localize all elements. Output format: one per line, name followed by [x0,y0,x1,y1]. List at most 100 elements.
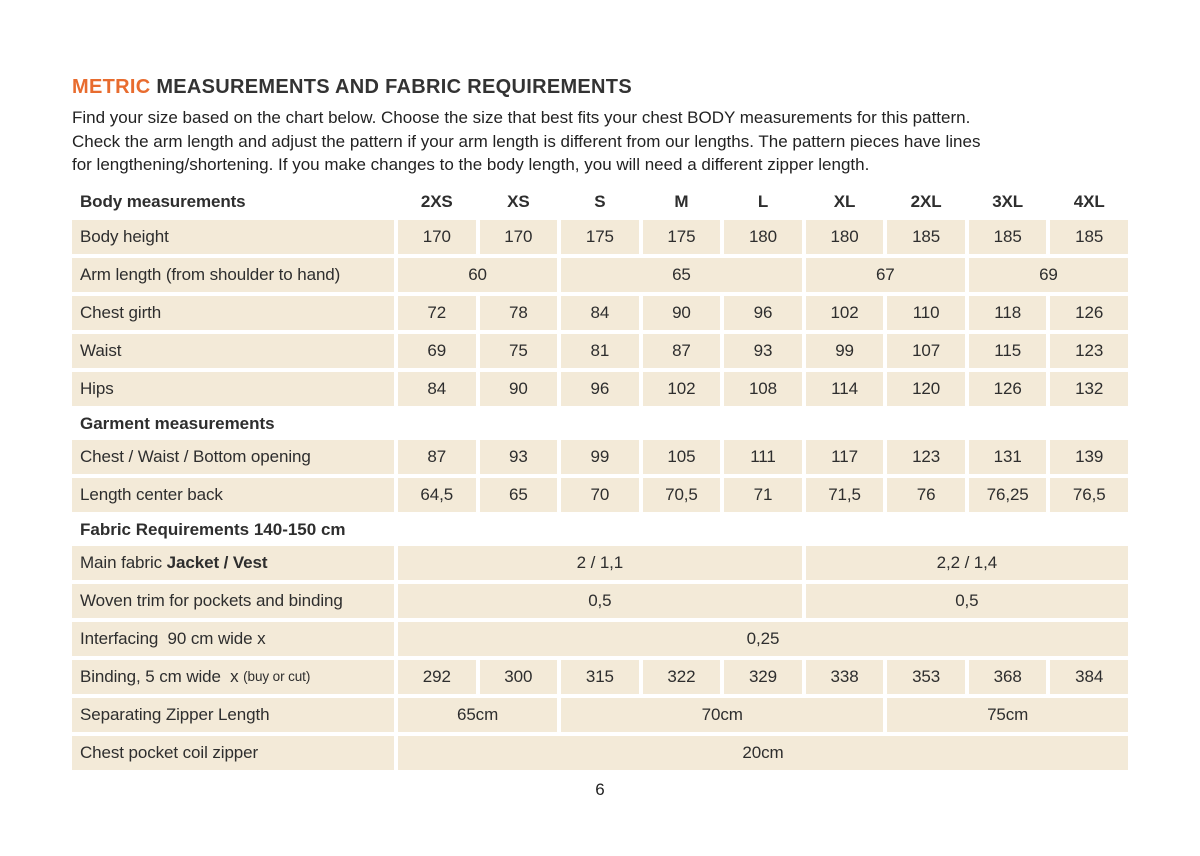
value-cell: 70cm [561,697,884,732]
section-header-label: Garment measurements [72,412,1128,436]
size-header: XS [507,191,530,211]
row-label-text: Main fabric [80,552,167,572]
value-cell: 93 [479,439,558,474]
value-cell: 71,5 [805,477,884,512]
value-cell: 65cm [398,697,558,732]
row-label-text: Chest / Waist / Bottom opening [80,446,311,466]
row-label-text: Hips [80,378,114,398]
value-cell: 105 [642,439,721,474]
row-label-text: Garment measurements [80,413,275,433]
value-cell: 0,5 [805,583,1128,618]
value-cell: 384 [1050,659,1128,694]
value-cell: 185 [887,219,965,254]
value-cell: 111 [724,439,802,474]
page-title: METRIC MEASUREMENTS AND FABRIC REQUIREME… [72,76,1128,99]
table-row: Chest pocket coil zipper 20cm [72,735,1128,770]
row-label-text: Length center back [80,484,223,504]
row-label-text: Woven trim for pockets and binding [80,590,343,610]
value-cell: 2,2 / 1,4 [805,545,1128,580]
value-cell: 0,5 [398,583,802,618]
value-cell: 180 [724,219,802,254]
value-cell: 175 [642,219,721,254]
value-cell: 0,25 [398,621,1128,656]
table-row: Separating Zipper Length 65cm 70cm 75cm [72,697,1128,732]
value-cell: 93 [724,333,802,368]
value-cell: 99 [561,439,639,474]
value-cell: 170 [479,219,558,254]
value-cell: 2 / 1,1 [398,545,802,580]
value-cell: 185 [1050,219,1128,254]
table-row: Interfacing 90 cm wide x 0,25 [72,621,1128,656]
value-cell: 123 [887,439,965,474]
row-label-text: Interfacing 90 cm wide x [80,628,266,648]
size-header: L [757,191,769,211]
value-cell: 84 [398,371,476,406]
row-label-text: Binding, 5 cm wide x [80,666,244,686]
column-header-label: Body measurements [72,190,394,214]
row-label: Chest pocket coil zipper [72,735,394,770]
intro-line: for lengthening/shortening. If you make … [72,155,870,174]
value-cell: 87 [398,439,476,474]
size-table: Body measurements 2XS XS S M L XL 2XL 3XL 4XL Body… [72,190,1128,770]
value-cell: 84 [561,295,639,330]
value-cell: 65 [479,477,558,512]
size-header: 2XS [420,191,453,211]
value-cell: 90 [479,371,558,406]
row-label-text: Separating Zipper Length [80,704,270,724]
value-cell: 76,5 [1050,477,1128,512]
value-cell: 175 [561,219,639,254]
value-cell: 170 [398,219,476,254]
value-cell: 64,5 [398,477,476,512]
size-header: S [594,191,606,211]
row-label-bold-part: Jacket / Vest [166,552,268,572]
intro-line: Find your size based on the chart below.… [72,108,971,127]
table-row: Length center back 64,5 65 70 70,5 71 71,5 76 76… [72,477,1128,512]
row-label: Binding, 5 cm wide x (buy or cut) [72,659,394,694]
section-header-row: Garment measurements [72,412,1128,436]
table-row: Main fabric Jacket / Vest 2 / 1,1 2,2 / 1,… [72,545,1128,580]
value-cell: 69 [968,257,1128,292]
row-label: Body height [72,219,394,254]
section-header-label: Fabric Requirements 140-150 cm [72,518,1128,542]
value-cell: 76,25 [968,477,1047,512]
value-cell: 78 [479,295,558,330]
value-cell: 75cm [887,697,1128,732]
row-label-small-part: (buy or cut) [243,669,311,684]
value-cell: 75 [479,333,558,368]
value-cell: 96 [561,371,639,406]
value-cell: 118 [968,295,1047,330]
value-cell: 70 [561,477,639,512]
table-row: Chest / Waist / Bottom opening 87 93 99 105 1… [72,439,1128,474]
value-cell: 117 [805,439,884,474]
row-label-text: Fabric Requirements 140-150 cm [80,519,346,539]
value-cell: 123 [1050,333,1128,368]
value-cell: 108 [724,371,802,406]
row-label-text: Body measurements [80,191,246,211]
size-header: M [674,191,689,211]
value-cell: 110 [887,295,965,330]
value-cell: 99 [805,333,884,368]
value-cell: 114 [805,371,884,406]
value-cell: 180 [805,219,884,254]
value-cell: 87 [642,333,721,368]
value-cell: 102 [805,295,884,330]
table-row: Woven trim for pockets and binding 0,5 0,5 [72,583,1128,618]
value-cell: 107 [887,333,965,368]
intro-paragraph: Find your size based on the chart below.… [72,106,1128,177]
row-label: Separating Zipper Length [72,697,394,732]
value-cell: 353 [887,659,965,694]
size-header: 4XL [1073,191,1105,211]
row-label: Arm length (from shoulder to hand) [72,257,394,292]
value-cell: 70,5 [642,477,721,512]
value-cell: 71 [724,477,802,512]
value-cell: 65 [561,257,802,292]
value-cell: 300 [479,659,558,694]
size-header: 2XL [910,191,942,211]
row-label: Interfacing 90 cm wide x [72,621,394,656]
value-cell: 292 [398,659,476,694]
row-label: Main fabric Jacket / Vest [72,545,394,580]
table-row: Body height 170 170 175 175 180 180 185 185 185 [72,219,1128,254]
row-label-text: Chest girth [80,302,162,322]
value-cell: 139 [1050,439,1128,474]
